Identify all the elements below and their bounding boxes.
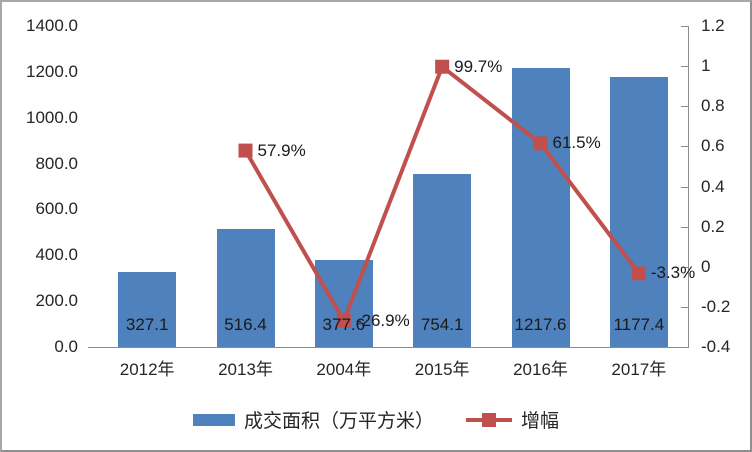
legend: 成交面积（万平方米） 增幅	[2, 406, 750, 433]
right-axis-tick-mark	[681, 146, 688, 148]
bar-data-label: 377.6	[322, 315, 366, 334]
right-axis-tick-mark	[681, 66, 688, 68]
left-axis-tick-label: 200.0	[35, 291, 78, 311]
legend-label-bar-series: 成交面积（万平方米）	[243, 411, 434, 432]
bar	[511, 67, 570, 347]
right-axis-tick-label: 0.4	[701, 176, 725, 196]
right-axis-tick-label: 0.8	[701, 96, 725, 116]
bar-data-label: 516.4	[224, 315, 267, 334]
right-axis-tick-label: 0.2	[701, 216, 725, 236]
legend-item-line-series: 增幅	[466, 406, 559, 433]
line-marker-icon	[238, 143, 253, 158]
left-axis-tick-label: 0.0	[54, 337, 78, 356]
bar-data-label: 754.1	[420, 315, 464, 334]
left-axis-tick-label: 600.0	[35, 199, 78, 219]
legend-label-line-series: 增幅	[521, 411, 560, 432]
right-axis-tick-label: 0	[701, 256, 711, 276]
x-axis-category-label: 2017年	[611, 360, 667, 379]
right-axis-tick-label: 0.6	[701, 136, 725, 156]
right-axis-tick-label: -0.2	[701, 296, 731, 316]
bar-data-label: 327.1	[125, 315, 169, 334]
x-axis-category-label: 2015年	[414, 360, 470, 379]
x-axis-category-label: 2016年	[513, 360, 568, 379]
line-data-label: -3.3%	[650, 263, 696, 283]
bar	[118, 272, 177, 347]
left-axis-tick-label: 800.0	[35, 153, 78, 173]
right-axis-tick-mark	[681, 106, 688, 108]
x-axis-category-label: 2004年	[316, 360, 372, 379]
bar-data-label: 1177.4	[613, 315, 665, 334]
right-axis-tick-mark	[681, 226, 688, 228]
x-axis-category-label: 2012年	[119, 360, 175, 379]
line-data-label: 99.7%	[454, 56, 503, 76]
line-swatch-marker-icon	[482, 412, 496, 427]
bar-series-swatch	[192, 413, 235, 426]
legend-item-bar-series: 成交面积（万平方米）	[192, 406, 434, 433]
left-axis-tick-label: 1400.0	[26, 16, 78, 35]
line-data-label: -26.9%	[355, 310, 410, 330]
right-axis-line	[688, 26, 689, 348]
line-series-swatch	[466, 412, 512, 427]
bar-data-label: 1217.6	[514, 315, 567, 334]
line-data-label: 57.9%	[257, 140, 306, 160]
right-axis-tick-mark	[681, 306, 688, 308]
line-marker-icon	[435, 59, 450, 74]
right-axis-tick-mark	[681, 26, 688, 27]
right-axis-tick-mark	[681, 266, 688, 268]
left-axis-tick-label: 400.0	[35, 245, 78, 265]
right-axis-tick-label: 1.2	[701, 16, 725, 35]
x-axis-category-label: 2013年	[218, 360, 273, 379]
right-axis-tick-label: -0.4	[701, 337, 731, 356]
right-axis-tick-mark	[681, 186, 688, 188]
bar	[609, 77, 668, 347]
line-data-label: 61.5%	[552, 133, 601, 153]
left-axis-tick-label: 1000.0	[26, 107, 78, 127]
right-axis-tick-label: 1	[701, 56, 711, 76]
left-axis-tick-label: 1200.0	[26, 61, 78, 81]
x-axis-line	[88, 347, 688, 348]
